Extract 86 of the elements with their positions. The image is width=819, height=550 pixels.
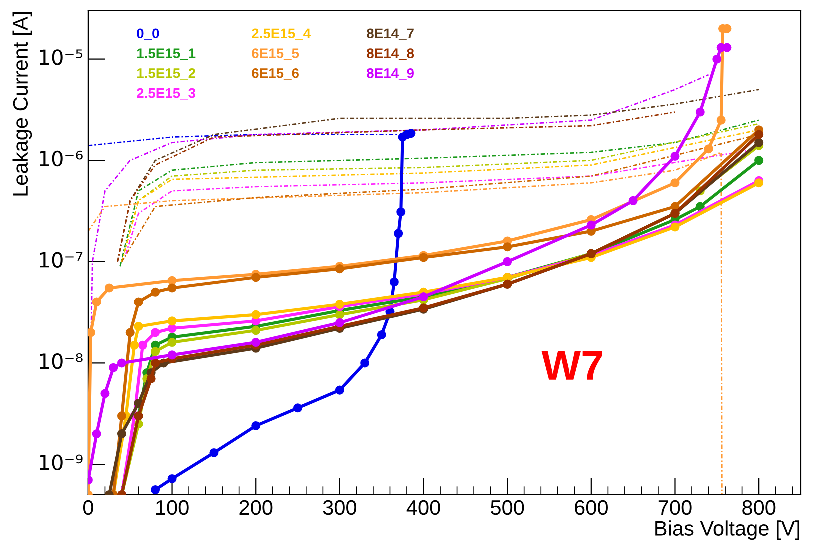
y-tick-label: 10⁻⁶ (40, 150, 83, 167)
point (151, 328, 160, 338)
y-tick-label: 10⁻⁷ (40, 252, 83, 268)
point (396, 208, 406, 217)
text: 6E15_5 (252, 48, 300, 60)
point (168, 338, 177, 348)
point (503, 242, 512, 252)
point (696, 202, 705, 212)
y-tick-label: 10⁻⁹ (40, 454, 83, 471)
y-tick-label: 10⁻⁸ (40, 354, 83, 370)
point (360, 358, 370, 368)
point (335, 318, 344, 328)
point (754, 138, 764, 148)
x-tick-label: 200 (240, 500, 273, 516)
point (377, 330, 386, 340)
point (696, 108, 705, 117)
point (252, 310, 261, 320)
text: 8E14_8 (367, 48, 414, 60)
annotation: W7 (542, 351, 602, 380)
point (100, 389, 110, 398)
point (628, 196, 638, 206)
x-tick-label: 300 (323, 500, 356, 516)
text: 6E15_6 (252, 68, 299, 80)
point (117, 430, 126, 439)
x-tick-label: 600 (575, 500, 608, 516)
text: 1.5E15_1 (137, 48, 196, 60)
point (134, 298, 144, 307)
point (92, 430, 102, 439)
point (151, 288, 160, 297)
y-axis-title: Leakage Current [A] (12, 12, 32, 196)
point (168, 350, 177, 360)
point (117, 412, 126, 421)
point (335, 300, 344, 309)
x-tick-label: 500 (491, 500, 524, 516)
point (126, 328, 135, 338)
point (117, 358, 126, 368)
x-tick-label: 0 (83, 500, 94, 516)
point (754, 130, 764, 140)
point (168, 284, 177, 293)
y-tick-label: 10⁻⁵ (40, 50, 83, 66)
point (92, 298, 102, 307)
point (716, 116, 726, 125)
point (335, 310, 344, 320)
point (210, 448, 219, 458)
point (294, 404, 303, 413)
text: 2.5E15_3 (137, 88, 196, 100)
text: 1.5E15_2 (137, 68, 196, 80)
point (252, 326, 261, 336)
text: 8E14_9 (367, 68, 414, 80)
point (335, 386, 344, 395)
point (109, 363, 118, 372)
point (252, 273, 261, 282)
point (335, 264, 344, 274)
point (168, 324, 177, 334)
point (252, 421, 261, 431)
point (151, 347, 160, 356)
x-tick-label: 700 (658, 500, 692, 516)
point (704, 144, 714, 154)
point (503, 257, 512, 266)
text: 2.5E15_4 (252, 28, 311, 40)
point (586, 220, 596, 230)
point (134, 322, 144, 332)
point (151, 358, 160, 368)
point (394, 229, 404, 238)
text: 8E14_7 (367, 28, 414, 40)
point (754, 178, 764, 188)
line-series (117, 112, 676, 263)
point (390, 278, 399, 287)
point (146, 374, 156, 384)
x-tick-label: 100 (156, 500, 189, 516)
x-axis-title: Bias Voltage [V] (656, 520, 800, 540)
point (104, 284, 114, 293)
point (168, 316, 177, 326)
text: 0_0 (137, 28, 160, 40)
point (168, 474, 177, 484)
point (712, 54, 722, 64)
point (151, 486, 160, 495)
point (670, 178, 680, 188)
point (168, 276, 177, 286)
point (138, 340, 148, 350)
x-tick-label: 800 (742, 500, 776, 516)
point (130, 340, 140, 350)
x-tick-label: 400 (406, 500, 440, 516)
point (252, 338, 261, 348)
point (754, 156, 764, 166)
point (670, 152, 680, 161)
